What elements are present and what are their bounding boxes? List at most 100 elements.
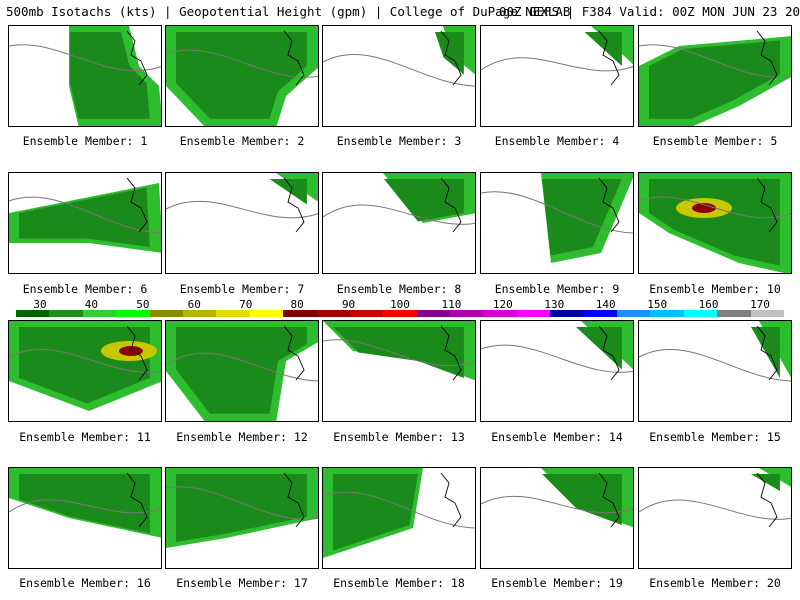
panel-map-18 [323,468,475,558]
member-label-16: Ensemble Member: 16 [19,576,151,590]
colorbar-tick: 90 [341,298,356,311]
height-contour [166,200,318,219]
ensemble-panel-3 [322,25,476,127]
great-lakes-outline [126,177,148,233]
member-label-13: Ensemble Member: 13 [333,430,465,444]
ensemble-panel-4 [480,25,634,127]
ensemble-panel-8 [322,172,476,274]
colorbar-swatch [750,310,785,317]
ensemble-panel-12 [165,320,319,422]
panel-map-3 [323,26,475,87]
panel-map-11 [9,321,161,411]
member-label-4: Ensemble Member: 4 [494,134,620,148]
colorbar-swatch [216,310,251,317]
great-lakes-outline [283,472,305,528]
height-contour [9,348,161,373]
height-contour [481,57,633,72]
ensemble-panel-5 [638,25,792,127]
member-label-12: Ensemble Member: 12 [176,430,308,444]
member-label-1: Ensemble Member: 1 [22,134,148,148]
panel-map-10 [639,173,791,273]
colorbar-tick: 40 [84,298,99,311]
colorbar-swatch [617,310,651,317]
ensemble-panel-1 [8,25,162,127]
colorbar-swatch [283,310,318,317]
colorbar-swatch [316,310,351,317]
jet-max [692,203,716,213]
great-lakes-outline [756,30,778,86]
colorbar-tick: 30 [33,298,47,311]
isotach-fill-inner [19,187,150,247]
colorbar-swatch [550,310,585,317]
ensemble-panel-9 [480,172,634,274]
height-contour [166,486,318,520]
member-label-10: Ensemble Member: 10 [649,282,781,296]
ensemble-panel-6 [8,172,162,274]
height-contour [166,352,318,382]
colorbar-tick: 160 [698,298,719,311]
isotach-fill-inner [576,327,622,370]
colorbar-swatch [450,310,484,317]
isotach-fill-inner [542,179,622,256]
colorbar-tick: 50 [136,298,150,311]
colorbar-tick: 110 [441,298,462,311]
colorbar-tick: 150 [647,298,668,311]
colorbar-swatch [483,310,518,317]
member-label-7: Ensemble Member: 7 [179,282,305,296]
panel-map-19 [481,468,633,528]
member-label-17: Ensemble Member: 17 [176,576,308,590]
colorbar-swatch [717,310,752,317]
map-title: 500mb Isotachs (kts) | Geopotential Heig… [6,4,800,19]
ensemble-panel-10 [638,172,792,274]
member-label-3: Ensemble Member: 3 [336,134,462,148]
colorbar-tick: 140 [595,298,616,311]
panel-map-13 [323,321,475,381]
colorbar-tick: 120 [492,298,513,311]
height-contour [639,349,791,382]
ensemble-panel-17 [165,467,319,569]
member-label-6: Ensemble Member: 6 [22,282,148,296]
great-lakes-outline [440,30,462,86]
member-label-19: Ensemble Member: 19 [491,576,623,590]
great-lakes-outline [440,472,462,528]
isotach-fill-inner [751,474,780,491]
great-lakes-outline [440,325,462,381]
colorbar-swatch [49,310,84,317]
panel-map-9 [481,173,633,263]
ensemble-panel-2 [165,25,319,127]
ensemble-panel-13 [322,320,476,422]
panel-map-2 [166,26,318,126]
great-lakes-outline [126,325,148,381]
title-left: 500mb Isotachs (kts) | Geopotential Heig… [6,4,571,19]
isotach-fill-inner [176,32,307,119]
colorbar-swatch [82,310,117,317]
isotach-fill-inner [384,179,464,222]
isotach-fill-inner [649,40,780,119]
colorbar-swatch [349,310,384,317]
panel-map-12 [166,321,318,421]
ensemble-panel-19 [480,467,634,569]
colorbar-swatch [182,310,217,317]
colorbar-swatch [383,310,418,317]
isotach-fill-inner [176,327,307,414]
isotach-fill-inner [584,32,622,66]
member-label-2: Ensemble Member: 2 [179,134,305,148]
colorbar-tick: 60 [187,298,201,311]
panel-map-7 [166,173,318,233]
isotach-fill-inner [649,179,780,266]
colorbar-swatch [16,310,50,317]
great-lakes-outline [598,30,620,86]
title-right: 00Z GEFS | F384 Valid: 00Z MON JUN 23 20… [499,4,800,19]
ensemble-panel-16 [8,467,162,569]
ensemble-panel-15 [638,320,792,422]
great-lakes-outline [756,472,778,528]
member-label-14: Ensemble Member: 14 [491,430,623,444]
panel-map-16 [9,468,161,538]
height-contour [9,499,161,514]
panel-map-4 [481,26,633,86]
isotach-fill-inner [333,474,418,551]
colorbar-swatch [683,310,718,317]
great-lakes-outline [756,325,778,381]
great-lakes-outline [126,472,148,528]
colorbar-swatch [416,310,451,317]
